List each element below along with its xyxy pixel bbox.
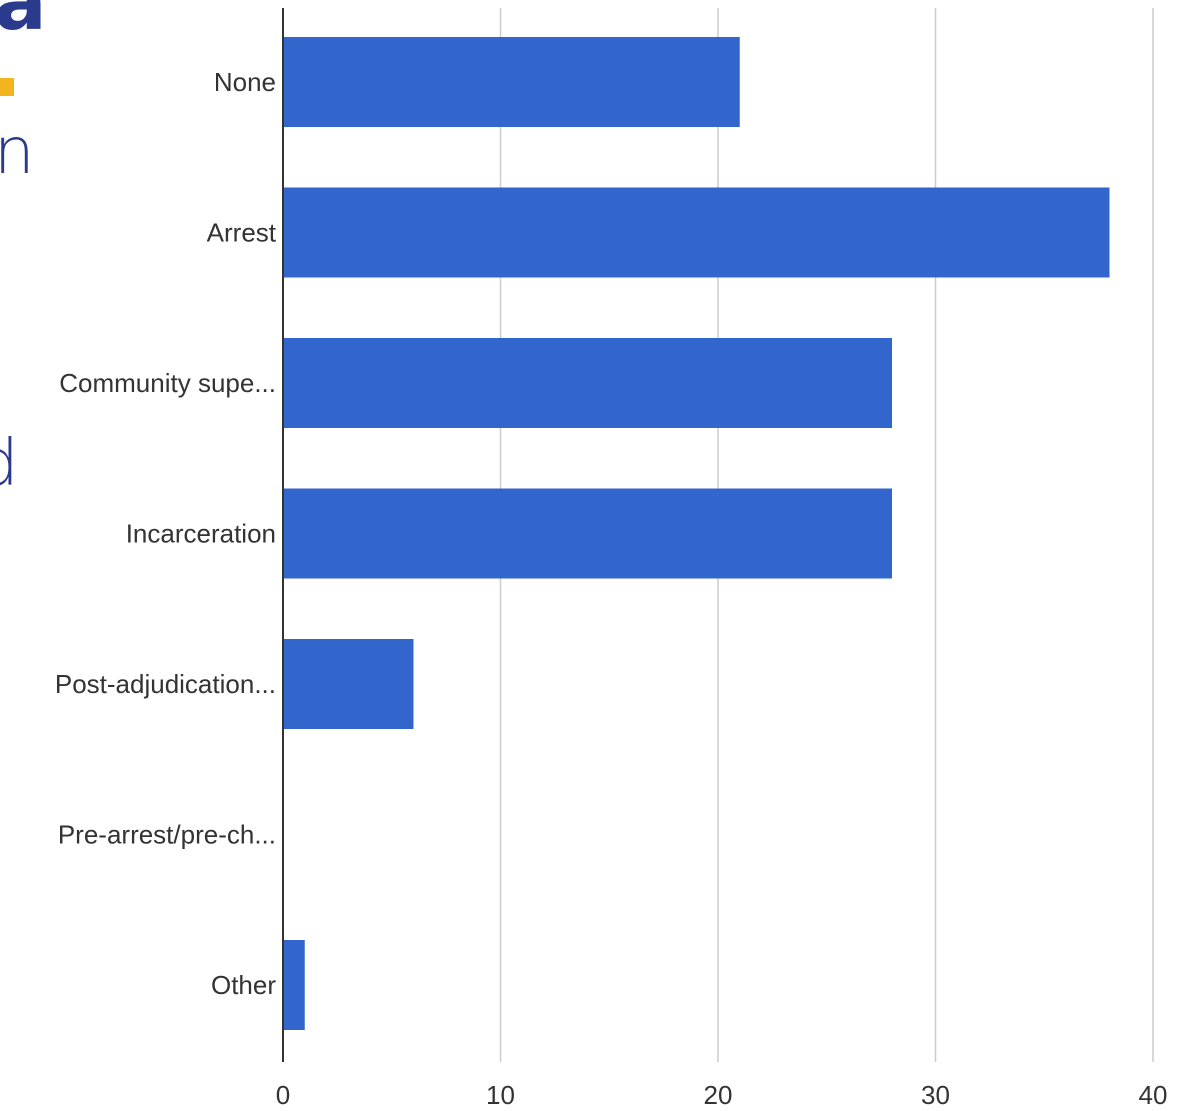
bar — [283, 37, 740, 127]
category-labels: None Arrest Community supe... Incarceration… — [55, 67, 277, 1000]
x-axis-ticks: 0 10 20 30 40 — [276, 1080, 1168, 1110]
category-label: None — [214, 67, 276, 97]
category-label: Other — [211, 970, 276, 1000]
category-label: Post-adjudication... — [55, 669, 276, 699]
x-tick-label: 0 — [276, 1080, 290, 1110]
category-label: Arrest — [207, 218, 277, 248]
background-fragment-middle-1: n — [0, 115, 35, 189]
x-tick-label: 20 — [704, 1080, 733, 1110]
bar — [283, 338, 892, 428]
bar — [283, 940, 305, 1030]
category-label: Incarceration — [126, 519, 276, 549]
bar — [283, 488, 892, 579]
bar — [283, 639, 414, 729]
background-fragment-top: a — [0, 0, 47, 48]
background-fragment-middle-2: d — [0, 432, 19, 496]
x-tick-label: 30 — [921, 1080, 950, 1110]
category-label: Community supe... — [59, 368, 276, 398]
accent-bar — [0, 78, 14, 96]
x-tick-label: 40 — [1139, 1080, 1168, 1110]
bars — [283, 37, 1110, 1030]
category-label: Pre-arrest/pre-ch... — [58, 820, 276, 850]
x-tick-label: 10 — [486, 1080, 515, 1110]
bar — [283, 187, 1110, 278]
